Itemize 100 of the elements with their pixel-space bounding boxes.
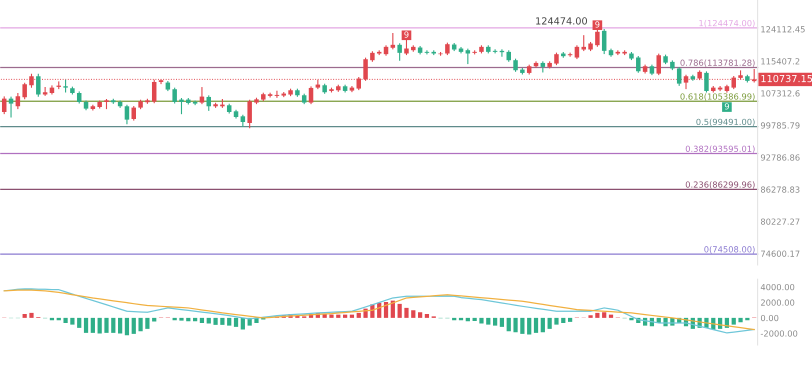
bar [172,318,177,320]
bar [56,318,61,320]
candlestick [36,74,41,97]
bar [90,318,95,333]
candlestick [240,114,246,127]
series-label: 9 [724,103,729,110]
ref-line-label: 0.786(113781.28) [680,59,755,67]
bar [411,310,416,318]
bar [98,318,102,334]
bar [561,318,566,323]
ref-line-label: 0(74508.00) [704,246,755,254]
candlestick [384,45,388,56]
bar [234,318,238,327]
y-tick-label: 92786.86 [760,154,800,161]
y-tick-label: 99785.79 [760,122,800,129]
candlestick [200,87,204,104]
candlestick [656,54,661,76]
candlestick [492,49,498,54]
candlestick [104,99,109,110]
bar [492,318,498,326]
ref-line-label: 0.618(105386.99) [680,93,755,101]
candlestick [424,50,430,54]
bar [398,304,402,318]
candlestick [574,45,580,60]
bar [227,318,232,326]
candlestick [16,93,20,110]
bar [527,318,532,335]
bar [29,312,34,318]
bar [479,318,484,324]
y-tick-label: 80227.27 [760,218,800,225]
candlestick [390,33,396,50]
candlestick [676,66,682,86]
y-tick-label: 4000.00 [760,284,794,290]
bar [424,314,430,318]
bar [602,312,606,318]
bar [506,318,511,332]
ref-line-label: 0.236(86299.96) [686,181,755,189]
candlestick [472,50,477,54]
series-label: 9 [595,21,600,28]
text: 124474.00 [536,17,588,25]
candlestick [445,42,450,56]
bar [220,318,225,325]
bar [452,318,456,320]
candlestick [282,92,286,98]
bar [70,318,75,325]
y-tick-label: 74600.17 [761,250,800,257]
ref-line-label: 0.382(93595.01) [686,146,755,153]
bar [608,314,614,318]
y-tick-label: 86278.83 [760,186,800,193]
bar [472,318,477,322]
bar [568,318,572,322]
bar [84,318,88,333]
bar [200,318,204,323]
bar [111,318,116,333]
ref-line-label: 110737.15 [761,74,812,82]
candlestick [466,48,470,64]
bar [63,318,68,323]
bar [152,318,156,322]
candlestick [132,106,136,121]
candlestick [179,98,184,114]
candlestick [650,64,654,76]
bar [513,318,518,332]
candlestick [602,29,606,54]
candlestick [302,94,306,104]
bar [132,318,136,334]
bar [77,318,82,328]
y-tick-label: -2000.00 [760,330,798,337]
bar [336,314,340,318]
y-tick-label: 2000.00 [760,299,794,306]
candlestick [397,43,402,61]
candlestick [376,50,382,56]
bar [124,318,130,336]
text: 9 [404,31,409,38]
candlestick [247,100,252,128]
candlestick [554,52,559,66]
candlestick [22,82,27,100]
bar [390,300,395,318]
candlestick [513,58,518,72]
bar [104,318,109,333]
bar [466,318,470,322]
bar [588,315,593,318]
bar [534,318,538,333]
bar [732,318,736,325]
candlestick [568,52,572,57]
bar [356,312,361,318]
bar [554,318,559,325]
bar [520,318,524,334]
bar [540,318,545,332]
bar [145,318,150,329]
candlestick [581,35,586,52]
bar [22,314,27,318]
bar [329,314,334,318]
y-tick-label: 115407.2 [761,58,800,64]
candlestick [540,61,546,72]
bar [500,318,504,327]
bar [595,312,600,318]
candlestick [308,86,314,104]
bar [118,318,122,334]
candlestick [370,51,375,62]
candlestick [506,50,511,62]
